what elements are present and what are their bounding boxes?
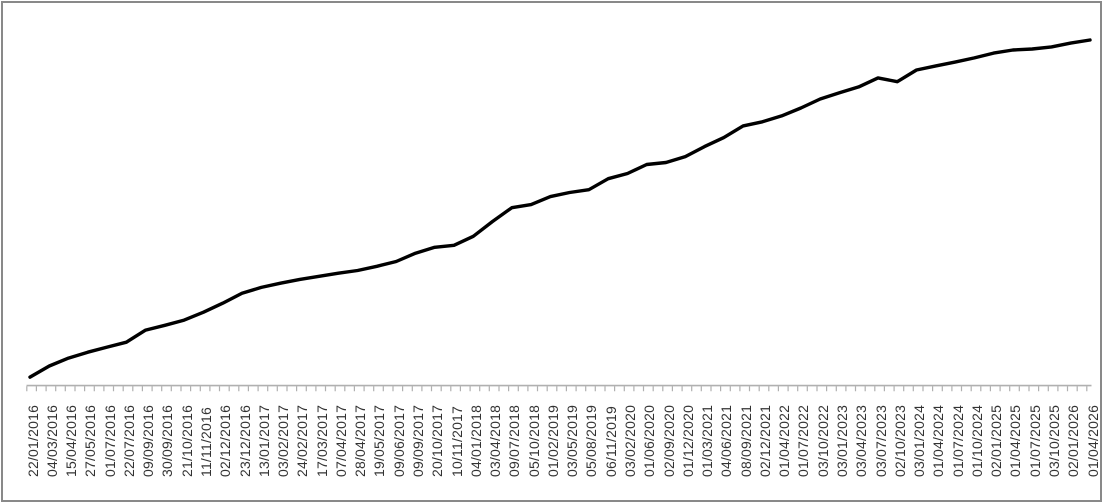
x-axis-label: 01/06/2020 <box>641 404 658 477</box>
data-series-line <box>28 38 1092 379</box>
x-axis-ticks <box>26 386 1088 392</box>
x-axis-label: 03/02/2017 <box>275 404 291 477</box>
x-axis-label: 13/01/2017 <box>255 404 272 477</box>
x-axis-label: 15/04/2016 <box>63 404 79 477</box>
x-axis-label: 02/01/2026 <box>1065 404 1082 477</box>
x-axis-label: 03/01/2023 <box>834 404 850 477</box>
x-axis-label: 21/10/2016 <box>178 404 195 477</box>
x-axis-label: 02/12/2021 <box>756 404 773 477</box>
x-axis-label: 11/11/2016 <box>198 407 214 477</box>
x-axis-label: 03/05/2019 <box>564 404 581 477</box>
x-axis-label: 03/07/2023 <box>872 404 889 477</box>
x-axis-label: 02/12/2016 <box>217 404 234 477</box>
x-axis-label: 01/02/2019 <box>544 404 561 477</box>
x-axis-label: 01/04/2025 <box>1007 404 1024 477</box>
x-axis-label: 24/02/2017 <box>294 404 311 477</box>
x-axis-label: 03/04/2023 <box>853 404 870 477</box>
x-axis-label: 01/07/2025 <box>1026 404 1043 477</box>
x-axis-label: 08/09/2021 <box>737 404 754 477</box>
x-axis-label: 01/04/2022 <box>776 404 793 477</box>
x-axis-label: 27/05/2016 <box>82 404 99 477</box>
x-axis-label: 23/12/2016 <box>236 404 253 477</box>
x-axis-label: 06/11/2019 <box>602 405 619 477</box>
x-axis-label: 01/12/2020 <box>679 404 696 477</box>
x-axis-label: 05/10/2018 <box>525 404 542 477</box>
x-axis-label: 09/07/2018 <box>506 404 523 477</box>
x-axis-label: 10/11/2017 <box>448 405 465 477</box>
x-axis-label: 03/02/2020 <box>622 404 638 477</box>
x-axis-label: 01/07/2022 <box>795 404 812 477</box>
x-axis-label: 05/08/2019 <box>583 404 600 477</box>
x-axis-label: 02/01/2025 <box>988 404 1005 477</box>
x-axis-label: 01/04/2026 <box>1084 404 1101 477</box>
x-axis-label: 02/09/2020 <box>660 404 677 477</box>
x-axis-label: 01/10/2024 <box>968 404 985 477</box>
x-axis-label: 03/04/2018 <box>487 404 503 477</box>
x-axis-label: 04/06/2021 <box>718 404 735 477</box>
x-axis-label: 19/05/2017 <box>371 404 388 477</box>
x-axis-label: 09/09/2016 <box>140 404 157 477</box>
x-axis-label: 02/10/2023 <box>891 404 908 477</box>
x-axis-label: 03/01/2024 <box>911 404 927 477</box>
x-axis-label: 07/04/2017 <box>332 404 349 477</box>
x-axis-label: 30/09/2016 <box>159 404 176 477</box>
x-axis-label: 22/01/2016 <box>24 404 41 477</box>
x-axis-label: 20/10/2017 <box>429 404 446 477</box>
x-axis-label: 28/04/2017 <box>352 404 369 477</box>
x-axis-label: 04/01/2018 <box>467 404 484 477</box>
x-axis-label: 01/07/2024 <box>949 404 966 477</box>
x-axis-label: 01/03/2021 <box>699 404 715 477</box>
x-axis-label: 03/10/2022 <box>814 404 831 477</box>
x-axis-label: 01/07/2016 <box>101 404 118 477</box>
x-axis-label: 03/10/2025 <box>1046 404 1062 477</box>
x-axis-label: 01/04/2024 <box>930 404 947 477</box>
x-axis-label: 22/07/2016 <box>120 404 137 477</box>
x-axis-label: 09/06/2017 <box>390 404 407 477</box>
x-axis-label: 04/03/2016 <box>43 404 60 477</box>
x-axis-label: 09/09/2017 <box>410 404 426 477</box>
x-axis-label: 17/03/2017 <box>313 404 330 477</box>
